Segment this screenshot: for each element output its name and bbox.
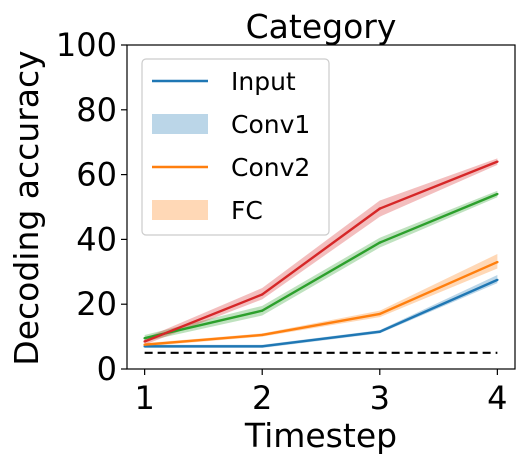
series-3-point (496, 160, 499, 163)
y-tick-label: 80 (76, 91, 117, 129)
plot-area (143, 158, 499, 354)
x-tick-label: 1 (134, 379, 154, 417)
series-1-point (143, 343, 146, 346)
series-2-point (378, 241, 381, 244)
series-2-point (496, 192, 499, 196)
series-1-point (261, 333, 264, 337)
plot-frame (126, 44, 516, 370)
y-tick-label: 100 (56, 26, 117, 64)
series-1-point (378, 312, 381, 316)
y-tick-label: 20 (76, 285, 117, 323)
series-1-point (496, 260, 499, 264)
legend-label: Conv2 (231, 153, 310, 182)
legend-box (141, 58, 330, 236)
series-3-point (378, 207, 381, 210)
y-axis-label: Decoding accuracy (7, 50, 46, 365)
chart-title: Category (246, 7, 397, 46)
series-2-line (144, 192, 498, 340)
series-0-point (496, 278, 499, 282)
series-3-line (144, 160, 498, 343)
legend-label: Input (231, 67, 296, 96)
series-2-band (144, 190, 498, 342)
legend-label: Conv1 (231, 110, 310, 139)
series-2-point (143, 337, 146, 340)
legend-swatch (152, 200, 208, 220)
series-2-point (261, 309, 264, 312)
series-0-point (378, 330, 381, 333)
series-3-point (261, 293, 264, 296)
x-tick-label: 3 (370, 379, 390, 417)
y-tick-label: 40 (76, 220, 117, 258)
y-tick-label: 0 (97, 350, 117, 388)
series-1-line (144, 260, 498, 346)
legend-label: FC (231, 196, 263, 225)
series-0-line (144, 278, 498, 348)
series-3-point (143, 340, 146, 343)
series-0-point (261, 345, 264, 348)
x-axis-label: Timestep (244, 416, 397, 455)
y-tick-label: 60 (76, 156, 117, 194)
legend: Input Conv1 Conv2 FC (141, 58, 330, 236)
x-tick-label: 2 (252, 379, 272, 417)
legend-swatch (152, 114, 208, 134)
x-tick-label: 4 (487, 379, 507, 417)
